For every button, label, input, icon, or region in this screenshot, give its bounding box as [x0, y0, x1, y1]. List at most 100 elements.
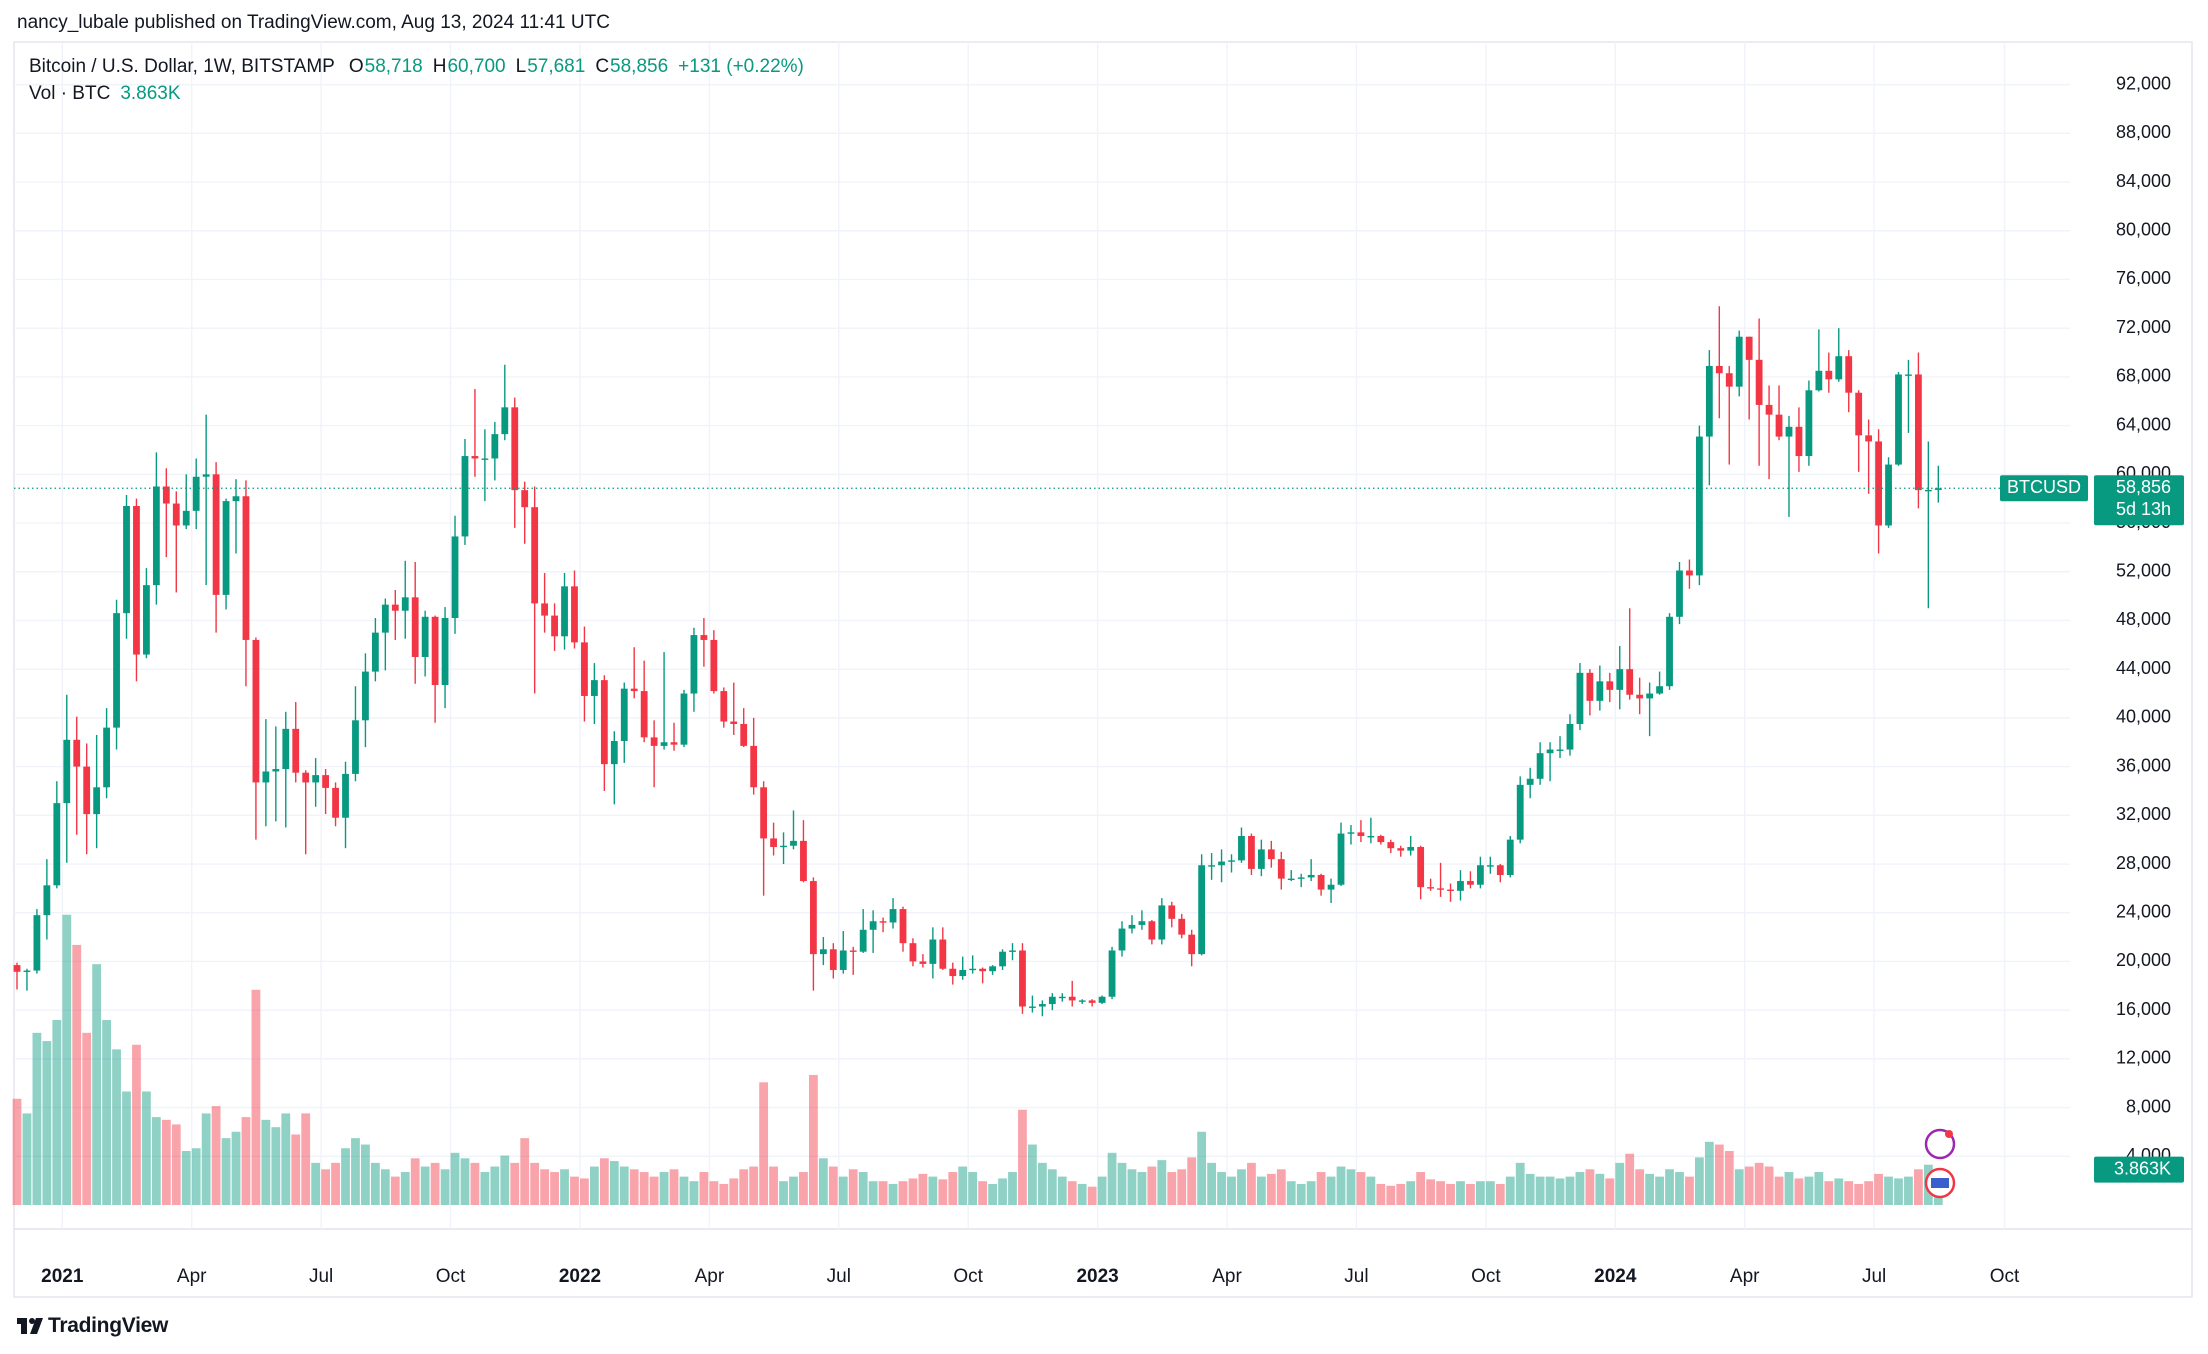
volume-bar [659, 1172, 669, 1205]
volume-bar [1485, 1181, 1495, 1205]
volume-bar [1525, 1173, 1535, 1205]
candle-body [999, 951, 1006, 967]
candle-body [1915, 374, 1922, 491]
candle-body [869, 921, 877, 930]
volume-bar [380, 1169, 390, 1205]
candle-body [371, 632, 379, 672]
candle-body [1467, 881, 1474, 885]
candle-body [1516, 784, 1524, 840]
candle-body [939, 939, 947, 969]
volume-bar [1296, 1183, 1306, 1205]
candle-body [411, 597, 419, 657]
candle-body [780, 845, 787, 848]
candle-body [1178, 918, 1186, 935]
volume-bar [1276, 1169, 1286, 1205]
volume-bar [1914, 1169, 1923, 1205]
volume-bar [1117, 1162, 1127, 1205]
volume-bar [231, 1131, 241, 1205]
ohlc-key: L [515, 56, 527, 77]
candle-body [1297, 877, 1305, 879]
volume-bar [1386, 1185, 1396, 1205]
candle-body [989, 966, 996, 972]
candle-body [571, 586, 578, 643]
volume-bar [1764, 1166, 1774, 1205]
y-tick-label: 12,000 [2116, 1048, 2171, 1068]
candle-body [23, 970, 31, 972]
volume-bar [370, 1162, 380, 1205]
volume-bar [1197, 1131, 1207, 1205]
volume-bar [122, 1091, 131, 1205]
volume-bar [580, 1178, 589, 1205]
candle-body [640, 691, 648, 738]
volume-bar [560, 1169, 569, 1205]
candle-body [33, 915, 41, 971]
volume-bar [291, 1134, 301, 1205]
y-tick-label: 16,000 [2116, 999, 2171, 1019]
volume-bar [530, 1162, 540, 1205]
volume-bar [1137, 1172, 1147, 1205]
volume-bar [261, 1119, 271, 1205]
volume-bar [968, 1172, 978, 1205]
candle-body [1905, 374, 1912, 376]
y-tick-label: 68,000 [2116, 366, 2171, 386]
volume-bar [1824, 1181, 1834, 1205]
volume-bar [12, 1098, 22, 1205]
candle-body [969, 968, 977, 971]
volume-bar [1615, 1162, 1625, 1205]
candle-body [53, 803, 61, 886]
volume-bar [948, 1172, 958, 1205]
candle-body [979, 968, 987, 972]
volume-bar [181, 1150, 191, 1205]
candle-body [1098, 996, 1106, 1003]
ohlc-key: H [432, 56, 447, 77]
candle-body [800, 840, 807, 882]
x-tick-label: Apr [1730, 1266, 1760, 1287]
volume-bar [898, 1181, 908, 1205]
candle-body [1576, 672, 1584, 724]
y-tick-label: 8,000 [2126, 1096, 2171, 1116]
volume-bar [649, 1176, 659, 1205]
logo [17, 1318, 43, 1334]
candle-body [232, 496, 240, 502]
candle-body [1257, 849, 1265, 869]
candle-body [849, 950, 857, 952]
volume-bar [1107, 1152, 1117, 1205]
candle-body [1009, 950, 1016, 952]
candle-body [1646, 693, 1654, 699]
candle-body [1676, 570, 1683, 617]
candle-body [581, 642, 588, 696]
volume-bar [1346, 1169, 1356, 1205]
candle-body [292, 728, 300, 773]
volume-bar [609, 1161, 619, 1205]
volume-bar [888, 1183, 898, 1205]
candle-body [272, 769, 280, 772]
y-tick-label: 32,000 [2116, 804, 2171, 824]
candle-body [750, 745, 758, 788]
candle-body [242, 496, 250, 640]
volume-bar [1097, 1176, 1107, 1205]
volume-bar [699, 1172, 709, 1205]
candle-body [839, 950, 847, 970]
volume-bar [1555, 1178, 1565, 1205]
y-tick-label: 64,000 [2116, 414, 2171, 434]
candle-body [162, 486, 170, 504]
candle-body [610, 741, 618, 765]
candle-body [1228, 860, 1235, 862]
volume-bar [818, 1158, 828, 1205]
candle-body [123, 505, 130, 614]
x-tick-label: Apr [1212, 1266, 1242, 1287]
candle-body [1108, 950, 1116, 997]
volume-bar [958, 1166, 968, 1205]
candle-body [1875, 441, 1882, 526]
y-tick-label: 36,000 [2116, 755, 2171, 775]
volume-bar [789, 1176, 798, 1205]
candle-body [1845, 356, 1853, 393]
volume-bar [1575, 1172, 1585, 1205]
candle-body [1616, 669, 1624, 690]
volume-bar [191, 1148, 201, 1205]
candle-body [1457, 881, 1464, 891]
candle-body [1058, 996, 1066, 999]
symbol-tag [2000, 475, 2088, 502]
volume-bar [1426, 1179, 1436, 1205]
volume-bar [211, 1106, 221, 1205]
